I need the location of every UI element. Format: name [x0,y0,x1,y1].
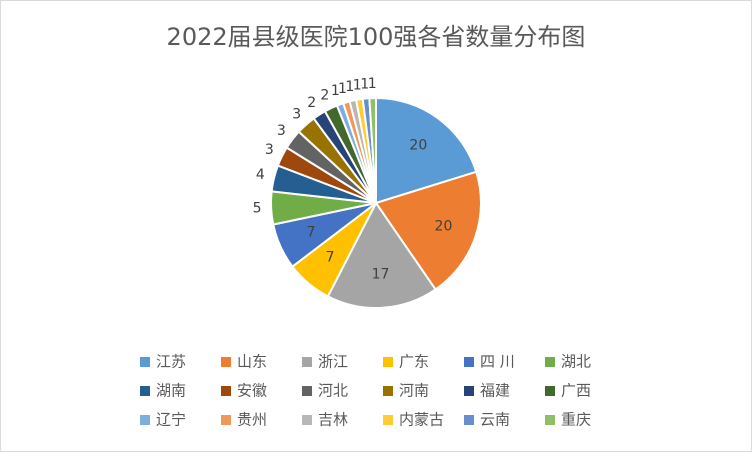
pie-slice [368,96,377,204]
legend-label: 河北 [318,382,348,400]
legend-swatch [221,386,231,396]
legend-swatch [464,357,474,367]
legend-swatch [302,415,312,425]
legend-swatch [545,415,555,425]
data-label: 1 [331,83,340,99]
data-label: 1 [353,77,362,93]
legend-swatch [221,357,231,367]
legend-swatch [545,386,555,396]
legend-swatch [383,415,393,425]
legend-label: 福建 [480,382,510,400]
pie-slice [326,201,437,309]
legend-label: 浙江 [318,353,348,371]
legend-label: 吉林 [318,411,348,429]
legend-swatch [383,357,393,367]
data-label: 3 [292,106,301,122]
legend-label: 安徽 [237,382,267,400]
legend-label: 湖北 [561,353,591,371]
data-label: 3 [277,123,286,139]
legend-label: 辽宁 [156,411,186,429]
data-label: 7 [307,225,316,241]
data-label: 1 [360,77,369,93]
data-label: 20 [435,218,453,234]
legend-label: 内蒙古 [399,411,444,429]
legend-label: 湖南 [156,382,186,400]
pie-slice [375,96,478,205]
legend-swatch [545,357,555,367]
legend-label: 四 川 [480,353,515,371]
legend-label: 河南 [399,382,429,400]
data-label: 20 [409,138,427,154]
legend-swatch [464,386,474,396]
legend-swatch [140,386,150,396]
legend-swatch [140,357,150,367]
data-label: 3 [265,142,274,158]
legend-swatch [302,357,312,367]
legend-swatch [221,415,231,425]
pie-slice [374,170,482,291]
legend-label: 广东 [399,353,429,371]
data-label: 5 [253,201,262,217]
data-label: 1 [345,79,354,95]
legend-label: 山东 [237,353,267,371]
data-label: 17 [372,266,390,282]
legend-swatch [140,415,150,425]
data-label: 4 [256,167,265,183]
legend-swatch [464,415,474,425]
chart-title: 2022届县级医院100强各省数量分布图 [167,23,586,51]
legend-label: 云南 [480,411,510,429]
data-label: 7 [326,250,335,266]
legend-label: 贵州 [237,411,267,429]
legend-label: 江苏 [156,353,186,371]
legend-swatch [302,386,312,396]
data-label: 1 [338,81,347,97]
data-label: 2 [320,88,329,104]
data-label: 2 [307,95,316,111]
legend-swatch [383,386,393,396]
legend-label: 重庆 [561,411,591,429]
legend-label: 广西 [561,382,591,400]
data-label: 1 [368,76,377,92]
